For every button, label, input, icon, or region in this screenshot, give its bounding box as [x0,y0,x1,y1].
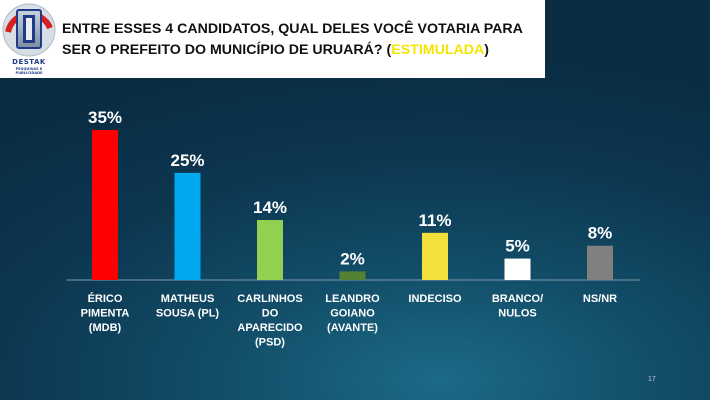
data-label-2: 14% [253,198,287,217]
category-label-3-1: GOIANO [330,308,375,320]
category-label-6-0: NS/NR [583,293,617,305]
data-label-3: 2% [340,249,365,268]
category-label-5-0: BRANCO/ [492,293,543,305]
category-label-2-1: DO [262,308,279,320]
bar-1 [174,172,201,280]
bar-3 [339,271,366,280]
category-label-1-0: MATHEUS [161,293,215,305]
bar-5 [504,258,531,280]
title-close: ) [484,42,489,58]
category-label-1-1: SOUSA (PL) [156,308,219,320]
logo-name: DESTAK [12,58,46,66]
category-label-4-0: INDECISO [408,293,462,305]
bar-0 [92,130,118,280]
category-label-0-0: ÉRICO [88,292,123,305]
category-label-5-1: NULOS [498,308,537,320]
category-label-2-0: CARLINHOS [237,293,302,305]
logo-subtitle: PESQUISAS E PUBLICIDADE [15,67,43,75]
category-label-0-2: (MDB) [89,322,122,334]
bar-6 [587,245,613,280]
data-label-6: 8% [588,224,613,243]
page-number: 17 [648,376,656,383]
page-title: ENTRE ESSES 4 CANDIDATOS, QUAL DELES VOC… [62,19,542,61]
data-label-5: 5% [505,237,530,256]
bar-2 [257,220,283,280]
category-label-3-0: LEANDRO [325,293,380,305]
logo-emblem-icon [2,3,56,57]
category-label-2-3: (PSD) [255,337,285,349]
category-label-2-2: APARECIDO [237,322,303,334]
title-accent: ESTIMULADA [391,42,485,58]
category-label-3-2: (AVANTE) [327,322,378,334]
header-banner: DESTAK PESQUISAS E PUBLICIDADE ENTRE ESS… [0,0,545,78]
destak-logo: DESTAK PESQUISAS E PUBLICIDADE [2,2,56,76]
bar-4 [422,232,448,280]
data-label-1: 25% [170,151,204,170]
category-label-0-1: PIMENTA [81,308,130,320]
data-label-4: 11% [418,211,451,230]
data-label-0: 35% [88,108,122,127]
title-main: ENTRE ESSES 4 CANDIDATOS, QUAL DELES VOC… [62,21,523,58]
